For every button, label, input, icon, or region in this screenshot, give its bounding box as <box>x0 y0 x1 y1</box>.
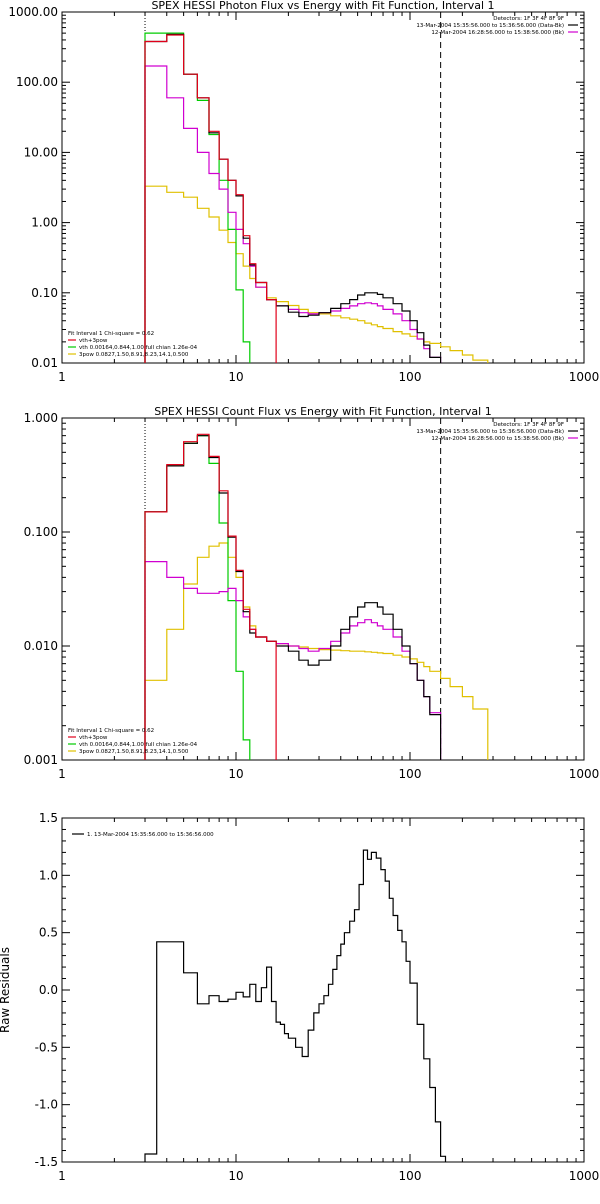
info-line: 12-Mar-2004 16:28:56.000 to 15:38:56.000… <box>431 30 564 36</box>
series-line-5 <box>144 185 489 363</box>
legend-entry: vth 0.00164,0.844,1.00 full chian 1.26e-… <box>79 345 198 351</box>
legend-entry: 3pow 0.0827,1.50,8.91,8.23,14.1,0.500 <box>79 352 189 358</box>
series-line-1 <box>144 849 447 1162</box>
y-tick-label: 0.001 <box>24 753 58 767</box>
y-tick-label: 10.00 <box>24 145 58 159</box>
data-layer <box>144 849 447 1162</box>
info-line: 13-Mar-2004 15:35:56.000 to 15:36:56.000… <box>416 23 564 29</box>
plot-frame <box>61 817 585 1163</box>
legend-entry: 1. 13-Mar-2004 15:35:56.000 to 15:36:56.… <box>87 832 214 838</box>
legend-entry: vth+3pow <box>79 338 108 344</box>
y-tick-label: 0.01 <box>31 356 58 370</box>
data-layer <box>144 12 489 363</box>
y-tick-label: 0.100 <box>24 525 58 539</box>
plot-frame <box>61 11 585 364</box>
y-tick-label: 100.00 <box>16 75 58 89</box>
y-tick-label: 1.00 <box>31 216 58 230</box>
legend-entry: vth 0.00164,0.844,1.00 full chian 1.26e-… <box>79 742 198 748</box>
chart-panel-1: SPEX HESSI Photon Flux vs Energy with Fi… <box>8 0 599 384</box>
series-line-2 <box>144 433 277 760</box>
plot-frame <box>61 417 585 761</box>
y-tick-label: 0.5 <box>39 926 58 940</box>
y-tick-label: 1.0 <box>39 868 58 882</box>
chart-title: SPEX HESSI Count Flux vs Energy with Fit… <box>154 405 491 418</box>
x-tick-label: 1000 <box>569 767 600 781</box>
series-line-1 <box>144 33 442 363</box>
y-tick-label: -0.5 <box>35 1040 58 1054</box>
series-line-2 <box>144 34 277 363</box>
y-tick-label: 1000.00 <box>8 5 58 19</box>
x-tick-label: 10 <box>228 1169 243 1183</box>
y-tick-label: 0.10 <box>31 286 58 300</box>
y-axis-label: Raw Residuals <box>0 947 12 1033</box>
x-tick-label: 10 <box>228 370 243 384</box>
series-line-1 <box>144 435 442 760</box>
y-tick-label: 0.010 <box>24 639 58 653</box>
legend-entry: 3pow 0.0827,1.50,8.91,8.23,14.1,0.500 <box>79 749 189 755</box>
x-tick-label: 10 <box>228 767 243 781</box>
series-line-3 <box>144 65 442 363</box>
x-tick-label: 100 <box>399 767 422 781</box>
fit-label: Fit Interval 1 Chi-square = 0.62 <box>68 728 154 734</box>
y-tick-label: 0.0 <box>39 983 58 997</box>
x-tick-label: 1000 <box>569 370 600 384</box>
chart-title: SPEX HESSI Photon Flux vs Energy with Fi… <box>151 0 494 12</box>
info-line: Detectors: 1F 3F 4F 8F 9F <box>493 16 564 22</box>
x-tick-label: 100 <box>399 1169 422 1183</box>
y-tick-label: 1.5 <box>39 811 58 825</box>
y-tick-label: 1.000 <box>24 411 58 425</box>
x-tick-label: 100 <box>399 370 422 384</box>
chart-panel-2: SPEX HESSI Count Flux vs Energy with Fit… <box>24 405 600 781</box>
x-tick-label: 1000 <box>569 1169 600 1183</box>
y-tick-label: -1.0 <box>35 1098 58 1112</box>
x-tick-label: 1 <box>58 1169 66 1183</box>
info-line: 13-Mar-2004 15:35:56.000 to 15:36:56.000… <box>416 429 564 435</box>
info-line: 12-Mar-2004 16:28:56.000 to 15:38:56.000… <box>431 436 564 442</box>
chart-panel-3: 1 10 100 1000 -1.5 -1.0 -0.5 0.0 0.5 1.0 1.5 Raw Re… <box>0 811 599 1183</box>
data-layer <box>144 418 489 760</box>
x-tick-label: 1 <box>58 370 66 384</box>
x-tick-label: 1 <box>58 767 66 781</box>
legend-entry: vth+3pow <box>79 735 108 741</box>
y-tick-label: -1.5 <box>35 1155 58 1169</box>
series-line-4 <box>144 435 251 760</box>
fit-label: Fit Interval 1 Chi-square = 0.62 <box>68 331 154 337</box>
info-line: Detectors: 1F 3F 4F 8F 9F <box>493 422 564 428</box>
